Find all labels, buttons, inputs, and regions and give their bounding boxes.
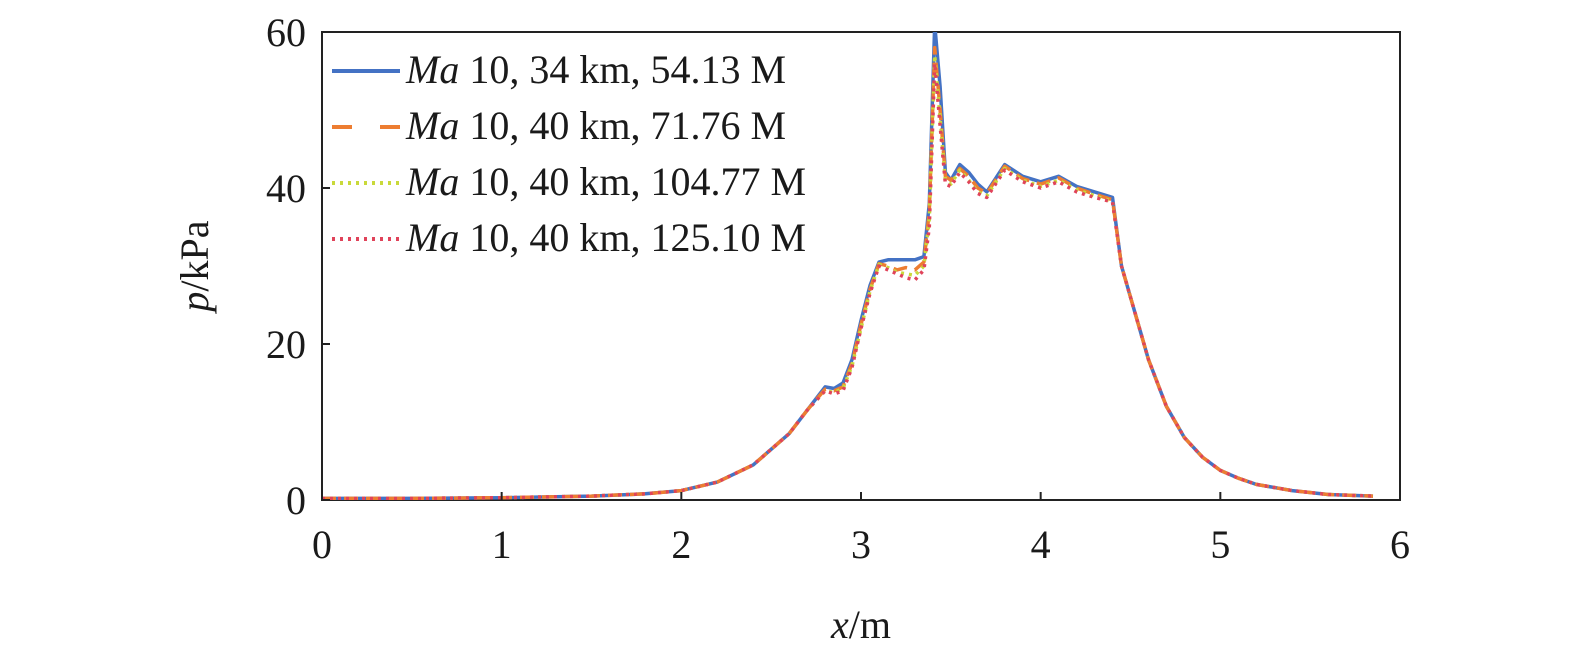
legend-label-rest: 10, 40 km, 104.77 M [459,159,806,204]
series-line-4 [322,61,1374,500]
y-tick-label: 40 [266,166,306,211]
legend: Ma 10, 34 km, 54.13 MMa 10, 40 km, 71.76… [332,47,806,260]
legend-label-4: Ma 10, 40 km, 125.10 M [405,215,806,260]
y-axis-label: p/kPa [172,220,217,314]
legend-label-rest: 10, 40 km, 125.10 M [459,215,806,260]
legend-label-prefix: Ma [405,215,459,260]
y-axis-ticks: 0 20 40 60 [266,10,330,523]
legend-label-3: Ma 10, 40 km, 104.77 M [405,159,806,204]
y-tick-label: 0 [286,478,306,523]
x-tick-label: 5 [1210,522,1230,567]
x-tick-label: 1 [492,522,512,567]
legend-label-prefix: Ma [405,103,459,148]
y-tick-label: 60 [266,10,306,55]
x-axis-ticks: 0 1 2 3 4 5 6 [312,492,1410,567]
x-tick-label: 2 [671,522,691,567]
x-axis-label: x/m [830,602,891,647]
legend-label-rest: 10, 34 km, 54.13 M [459,47,786,92]
legend-label-prefix: Ma [405,159,459,204]
legend-label-1: Ma 10, 34 km, 54.13 M [405,47,786,92]
legend-label-prefix: Ma [405,47,459,92]
legend-label-2: Ma 10, 40 km, 71.76 M [405,103,786,148]
x-tick-label: 6 [1390,522,1410,567]
series-group [322,32,1374,500]
legend-label-rest: 10, 40 km, 71.76 M [459,103,786,148]
x-tick-label: 3 [851,522,871,567]
x-tick-label: 0 [312,522,332,567]
y-tick-label: 20 [266,322,306,367]
x-tick-label: 4 [1031,522,1051,567]
